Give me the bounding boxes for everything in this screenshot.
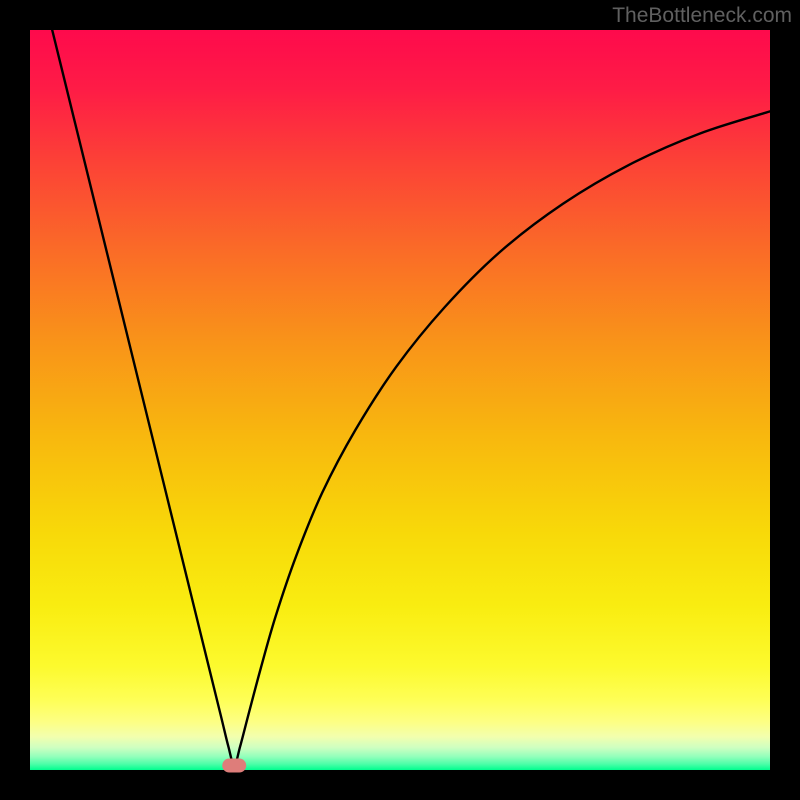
optimal-marker xyxy=(222,759,246,773)
attribution-text: TheBottleneck.com xyxy=(612,4,792,27)
plot-background xyxy=(30,30,770,770)
bottleneck-chart: TheBottleneck.com xyxy=(0,0,800,800)
